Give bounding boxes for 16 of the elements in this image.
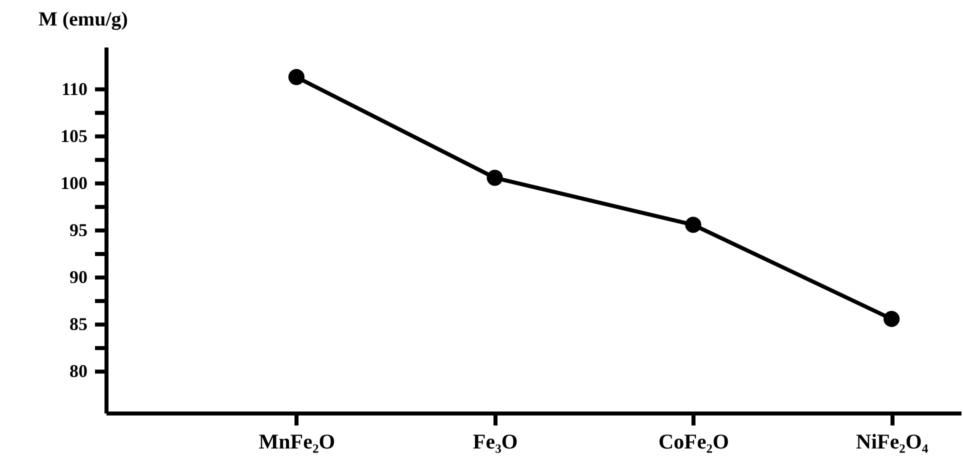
y-tick-label: 100 [60, 172, 88, 193]
x-tick-label: CoFe₂O [658, 430, 729, 454]
y-tick-label: 80 [70, 361, 88, 382]
point [685, 216, 702, 233]
point [288, 69, 305, 86]
point [486, 170, 503, 186]
y-tick-label: 95 [70, 220, 88, 240]
y-tick-label: 90 [70, 267, 88, 288]
x-tick-label: Fe₃O [472, 430, 518, 454]
x-tick-label: MnFe₂O [258, 430, 336, 454]
y-tick-label: 110 [61, 78, 88, 99]
point [884, 310, 900, 327]
y-axis-title: M (emu/g) [38, 8, 128, 30]
x-tick-label: NiFe₂O₄ [856, 430, 929, 454]
y-tick-label: 105 [60, 126, 88, 146]
y-tick-label: 85 [70, 314, 88, 334]
